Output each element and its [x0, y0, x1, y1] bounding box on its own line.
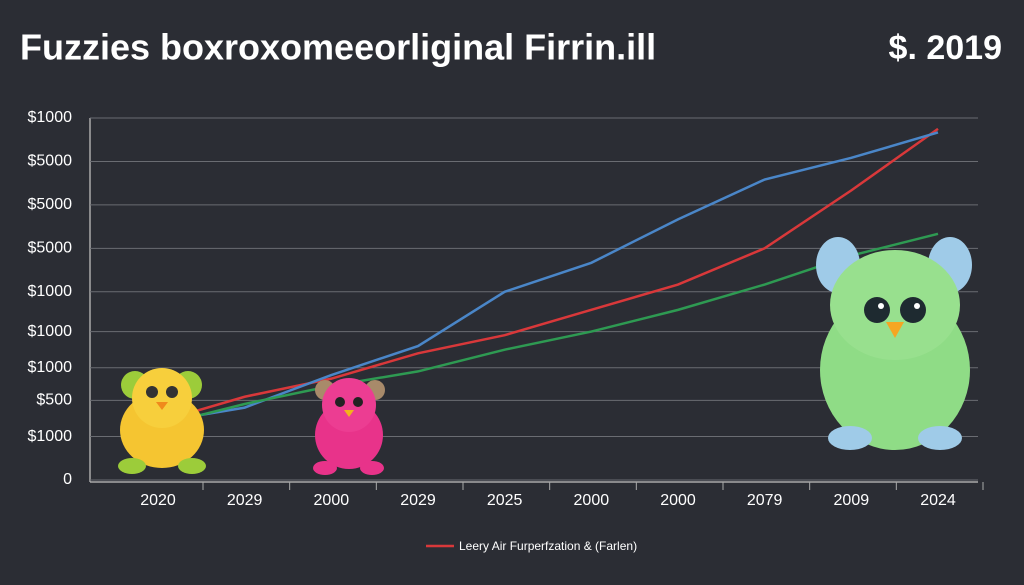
legend-label: Leery Air Furperfzation & (Farlen): [459, 539, 637, 553]
y-tick-label: $5000: [28, 196, 73, 213]
y-tick-label: $500: [36, 392, 72, 409]
x-tick-label: 2024: [920, 492, 956, 509]
y-tick-label: $1000: [28, 323, 73, 340]
x-tick-label: 2000: [314, 492, 350, 509]
x-tick-label: 2025: [487, 492, 523, 509]
plush-toy-yellow: [118, 368, 206, 474]
line-series: [157, 131, 939, 424]
x-tick-label: 2079: [747, 492, 783, 509]
x-tick-label: 2020: [140, 492, 176, 509]
chart-subtitle: $. 2019: [889, 29, 1002, 67]
chart-title: Fuzzies boxroxomeeorliginal Firrin.ill: [20, 27, 656, 68]
y-tick-label: $1000: [28, 359, 73, 376]
y-tick-label: 0: [63, 471, 72, 488]
x-tick-label: 2029: [227, 492, 263, 509]
y-tick-label: $1000: [28, 283, 73, 300]
line-series: [157, 232, 939, 427]
plush-toy-pink: [313, 378, 385, 475]
x-tick-label: 2000: [574, 492, 610, 509]
x-tick-label: 2009: [834, 492, 870, 509]
y-tick-label: $1000: [28, 109, 73, 126]
line-series: [157, 127, 939, 424]
plush-toy-green: [816, 237, 972, 450]
y-tick-label: $5000: [28, 240, 73, 257]
x-tick-label: 2029: [400, 492, 436, 509]
y-tick-label: $1000: [28, 428, 73, 445]
y-tick-label: $5000: [28, 153, 73, 170]
x-tick-label: 2000: [660, 492, 696, 509]
